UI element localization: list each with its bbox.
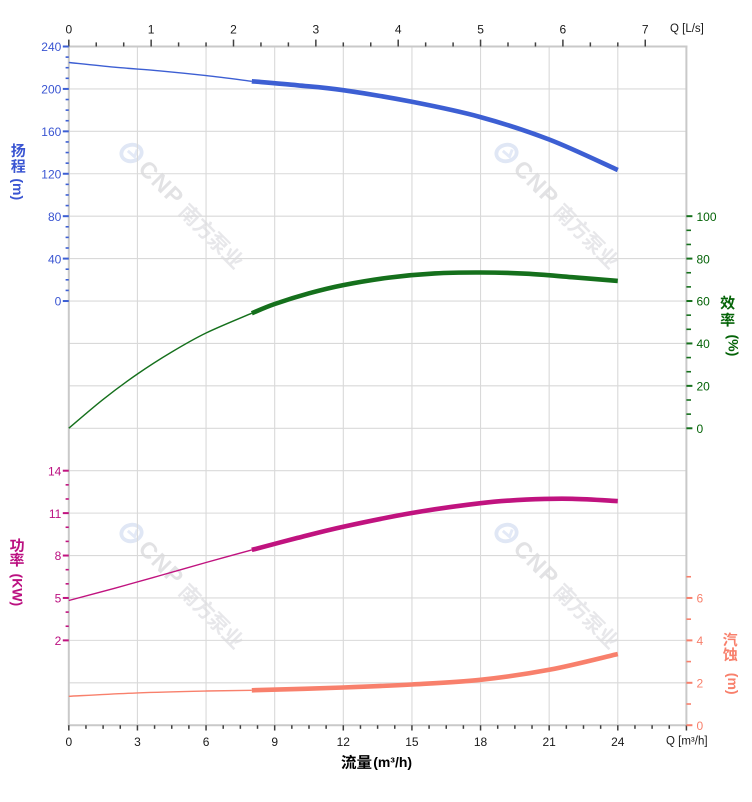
svg-text:15: 15 <box>405 735 419 749</box>
svg-text:Q [m³/h]: Q [m³/h] <box>666 735 708 747</box>
svg-text:6: 6 <box>560 23 567 37</box>
svg-text:40: 40 <box>48 252 62 266</box>
svg-text:11: 11 <box>49 507 62 521</box>
svg-text:12: 12 <box>337 735 351 749</box>
svg-text:120: 120 <box>41 167 61 181</box>
svg-text:80: 80 <box>697 252 711 266</box>
svg-text:24: 24 <box>611 735 625 749</box>
svg-text:Q [L/s]: Q [L/s] <box>670 23 704 35</box>
svg-text:2: 2 <box>697 676 704 690</box>
svg-text:80: 80 <box>48 210 62 224</box>
svg-text:3: 3 <box>134 735 141 749</box>
svg-text:20: 20 <box>697 380 711 394</box>
svg-text:5: 5 <box>477 23 484 37</box>
svg-text:6: 6 <box>697 592 704 606</box>
svg-text:4: 4 <box>395 23 402 37</box>
svg-text:(KW): (KW) <box>9 574 25 607</box>
svg-text:(m): (m) <box>725 673 741 695</box>
svg-text:1: 1 <box>148 23 155 37</box>
svg-text:18: 18 <box>474 735 488 749</box>
svg-text:4: 4 <box>697 634 704 648</box>
svg-text:6: 6 <box>203 735 210 749</box>
svg-text:2: 2 <box>230 23 237 37</box>
svg-text:14: 14 <box>48 464 62 478</box>
svg-text:40: 40 <box>697 337 711 351</box>
svg-text:9: 9 <box>271 735 278 749</box>
svg-text:21: 21 <box>542 735 556 749</box>
svg-text:60: 60 <box>697 295 711 309</box>
svg-text:0: 0 <box>697 719 704 733</box>
svg-text:160: 160 <box>41 125 61 139</box>
svg-text:0: 0 <box>55 295 62 309</box>
svg-text:3: 3 <box>313 23 320 37</box>
svg-text:240: 240 <box>41 40 61 54</box>
svg-text:100: 100 <box>697 210 717 224</box>
svg-text:0: 0 <box>65 735 72 749</box>
svg-text:5: 5 <box>55 592 62 606</box>
svg-text:(m): (m) <box>10 178 26 200</box>
svg-text:0: 0 <box>65 23 72 37</box>
svg-text:7: 7 <box>642 23 649 37</box>
svg-text:(%): (%) <box>726 335 742 357</box>
svg-text:2: 2 <box>55 634 62 648</box>
svg-text:8: 8 <box>55 549 62 563</box>
svg-text:200: 200 <box>41 83 61 97</box>
svg-text:0: 0 <box>697 422 704 436</box>
svg-text:(m³/h): (m³/h) <box>373 754 412 770</box>
